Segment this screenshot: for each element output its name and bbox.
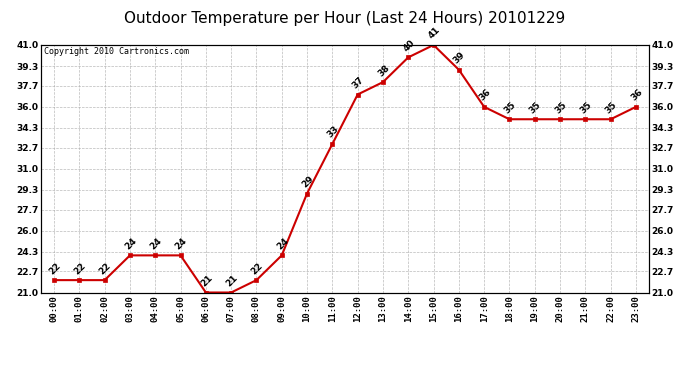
Text: 39: 39 bbox=[452, 50, 467, 66]
Text: 22: 22 bbox=[47, 261, 62, 276]
Text: 21: 21 bbox=[224, 273, 239, 288]
Text: 22: 22 bbox=[250, 261, 265, 276]
Text: 29: 29 bbox=[300, 174, 315, 189]
Text: 40: 40 bbox=[402, 38, 417, 53]
Text: 35: 35 bbox=[578, 100, 593, 115]
Text: 24: 24 bbox=[275, 236, 290, 251]
Text: Outdoor Temperature per Hour (Last 24 Hours) 20101229: Outdoor Temperature per Hour (Last 24 Ho… bbox=[124, 11, 566, 26]
Text: 35: 35 bbox=[604, 100, 619, 115]
Text: 35: 35 bbox=[502, 100, 518, 115]
Text: 35: 35 bbox=[553, 100, 569, 115]
Text: 37: 37 bbox=[351, 75, 366, 90]
Text: 36: 36 bbox=[477, 87, 493, 103]
Text: 33: 33 bbox=[326, 124, 341, 140]
Text: 36: 36 bbox=[629, 87, 644, 103]
Text: 24: 24 bbox=[174, 236, 189, 251]
Text: Copyright 2010 Cartronics.com: Copyright 2010 Cartronics.com bbox=[44, 48, 190, 57]
Text: 41: 41 bbox=[426, 26, 442, 41]
Text: 21: 21 bbox=[199, 273, 214, 288]
Text: 24: 24 bbox=[123, 236, 138, 251]
Text: 35: 35 bbox=[528, 100, 543, 115]
Text: 38: 38 bbox=[376, 63, 391, 78]
Text: 24: 24 bbox=[148, 236, 164, 251]
Text: 22: 22 bbox=[72, 261, 88, 276]
Text: 22: 22 bbox=[98, 261, 113, 276]
